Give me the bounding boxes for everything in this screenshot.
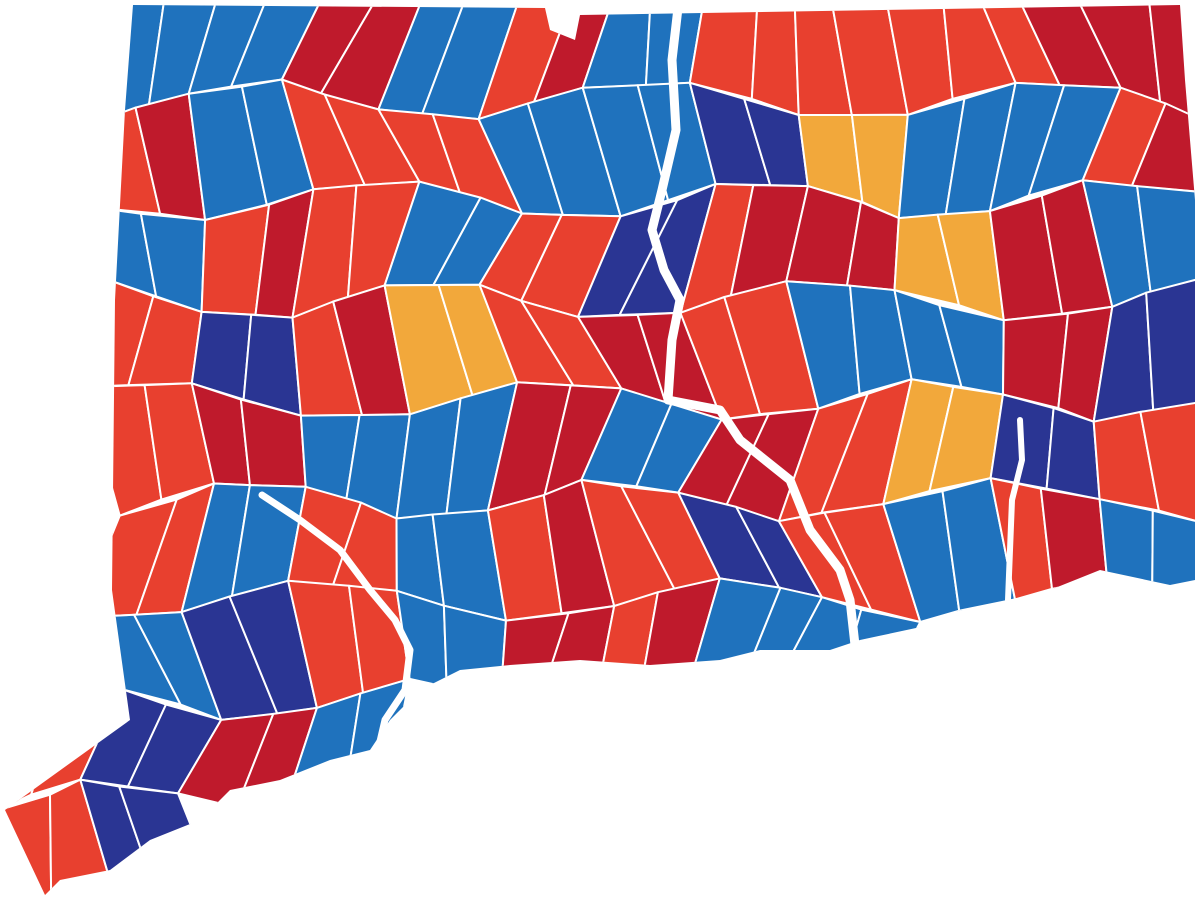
town	[1039, 487, 1108, 590]
town	[1098, 498, 1154, 592]
town	[442, 604, 507, 697]
town	[242, 313, 302, 417]
town	[1145, 277, 1195, 413]
town	[1045, 407, 1101, 501]
river	[647, 3, 860, 650]
river	[258, 491, 414, 754]
town	[5, 793, 53, 895]
town	[49, 778, 117, 895]
town	[1151, 509, 1195, 605]
rivers	[258, 3, 1025, 754]
river	[1005, 417, 1025, 603]
town	[1139, 401, 1195, 523]
town	[750, 5, 800, 116]
town	[1002, 312, 1069, 410]
town	[1136, 185, 1195, 294]
